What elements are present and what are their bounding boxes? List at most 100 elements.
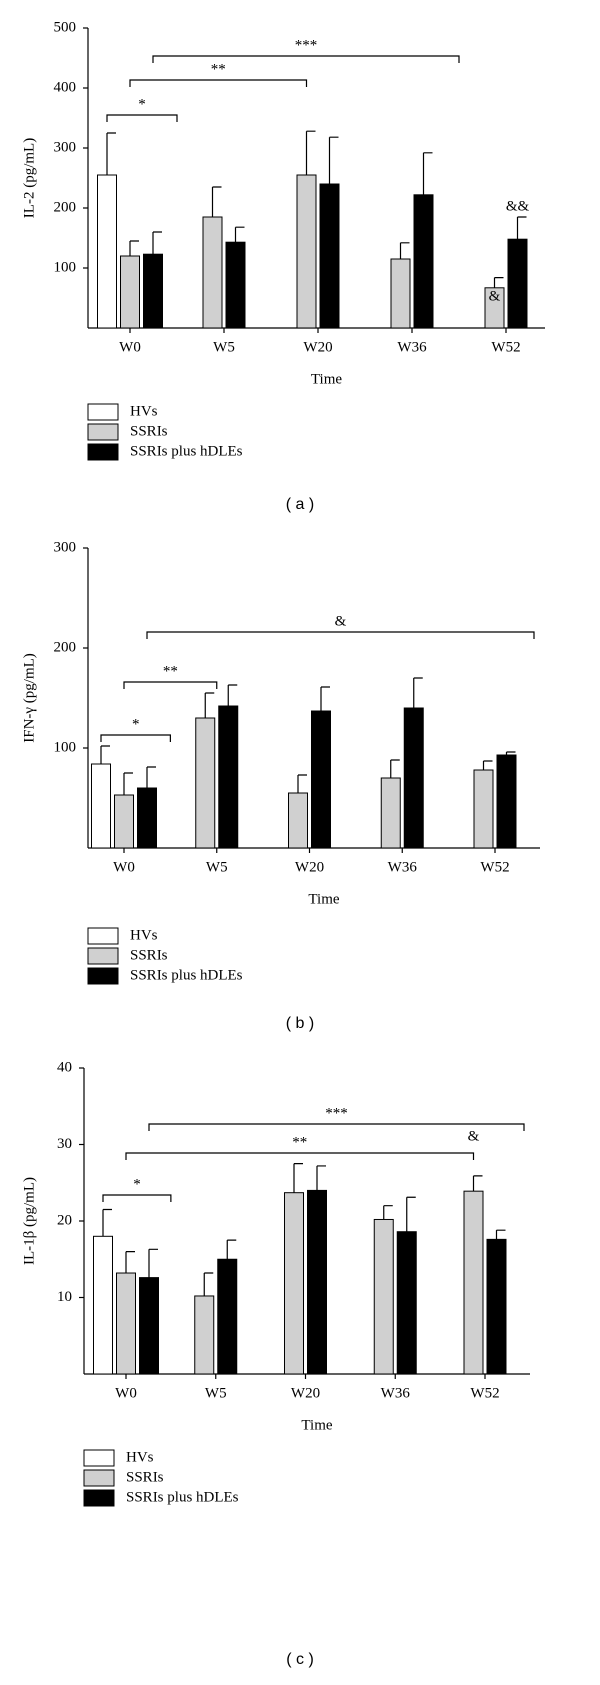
bar — [137, 787, 157, 849]
y-tick-label: 100 — [54, 259, 77, 275]
error-bar — [305, 130, 316, 175]
y-tick-label: 30 — [57, 1136, 72, 1152]
significance-label: & — [335, 613, 347, 629]
x-tick-label: W20 — [295, 859, 324, 875]
error-bar — [482, 760, 493, 770]
legend-swatch — [83, 1489, 115, 1507]
x-tick-label: W5 — [213, 339, 235, 355]
bar — [413, 194, 434, 329]
panel-label: ( c ) — [286, 1651, 314, 1668]
bar — [496, 754, 517, 849]
legend-label: SSRIs plus hDLEs — [130, 443, 243, 459]
legend-swatch — [87, 403, 119, 421]
x-tick-label: W52 — [491, 339, 520, 355]
legend-swatch — [83, 1449, 115, 1467]
error-bar — [422, 152, 433, 195]
bar — [380, 777, 401, 849]
bar — [120, 255, 140, 329]
y-tick-label: 200 — [54, 199, 77, 215]
legend-label: HVs — [130, 927, 158, 943]
significance-label: * — [132, 716, 140, 732]
bar — [486, 1238, 507, 1375]
significance-label: & — [489, 288, 501, 304]
x-axis-label: Time — [301, 1417, 332, 1433]
significance-label: *** — [295, 37, 318, 53]
significance-bracket — [102, 1194, 172, 1202]
y-axis-label: IL-1β (pg/mL) — [21, 1177, 37, 1265]
error-bar — [472, 1175, 483, 1192]
error-bar — [406, 1196, 416, 1232]
error-bar — [493, 277, 504, 288]
y-tick-label: 300 — [54, 539, 77, 555]
bar — [116, 1272, 136, 1375]
bar — [307, 1189, 327, 1375]
x-tick-label: W52 — [470, 1385, 499, 1401]
significance-bracket — [146, 631, 535, 639]
significance-bracket — [125, 1152, 475, 1160]
significance-bracket — [148, 1123, 525, 1131]
legend-swatch — [83, 1469, 115, 1487]
y-tick-label: 20 — [57, 1212, 72, 1228]
bar — [373, 1218, 394, 1375]
significance-label: * — [138, 96, 146, 112]
y-axis-label: IFN-γ (pg/mL) — [21, 653, 37, 743]
significance-bracket — [106, 114, 178, 122]
significance-label: ** — [163, 663, 178, 679]
bar — [473, 769, 494, 849]
significance-label: & — [468, 1128, 480, 1144]
legend-swatch — [87, 947, 119, 965]
x-tick-label: W5 — [205, 1385, 227, 1401]
bar — [139, 1277, 159, 1375]
legend-label: SSRIs — [130, 423, 168, 439]
bar — [319, 183, 340, 329]
bar — [97, 174, 117, 329]
bar — [91, 763, 111, 849]
legend-label: SSRIs plus hDLEs — [126, 1489, 239, 1505]
legend-swatch — [87, 927, 119, 945]
x-tick-label: W20 — [291, 1385, 320, 1401]
error-bar — [297, 774, 307, 793]
error-bar — [148, 1248, 158, 1278]
legend-label: SSRIs — [126, 1469, 164, 1485]
bar — [390, 258, 411, 329]
error-bar — [234, 226, 245, 243]
x-tick-label: W5 — [206, 859, 228, 875]
error-bar — [320, 686, 330, 711]
error-bar — [203, 1272, 214, 1296]
significance-bracket — [123, 681, 218, 689]
bar — [217, 1258, 238, 1375]
error-bar — [399, 242, 410, 259]
x-tick-label: W36 — [381, 1385, 411, 1401]
error-bar — [413, 677, 423, 708]
legend-label: SSRIs — [130, 947, 168, 963]
panel-label: ( a ) — [286, 496, 314, 513]
error-bar — [211, 186, 222, 217]
bar — [225, 241, 246, 329]
bar — [463, 1190, 484, 1375]
significance-label: ** — [292, 1134, 307, 1150]
x-axis-label: Time — [311, 371, 342, 387]
x-tick-label: W20 — [303, 339, 332, 355]
bar — [143, 253, 163, 329]
bar — [296, 174, 317, 329]
x-tick-label: W36 — [388, 859, 418, 875]
significance-label: *** — [325, 1105, 348, 1121]
error-bar — [293, 1163, 303, 1193]
y-tick-label: 200 — [54, 639, 77, 655]
bar — [396, 1231, 417, 1375]
significance-label: && — [506, 198, 530, 214]
panel-label: ( b ) — [286, 1015, 314, 1032]
bar — [93, 1235, 113, 1375]
bar — [507, 238, 528, 329]
error-bar — [516, 216, 527, 240]
legend-swatch — [87, 423, 119, 441]
y-tick-label: 100 — [54, 739, 77, 755]
bar — [288, 792, 308, 849]
error-bar — [390, 759, 400, 778]
y-tick-label: 400 — [54, 79, 77, 95]
x-tick-label: W0 — [113, 859, 135, 875]
error-bar — [102, 1208, 112, 1237]
error-bar — [152, 231, 162, 255]
x-tick-label: W52 — [480, 859, 509, 875]
